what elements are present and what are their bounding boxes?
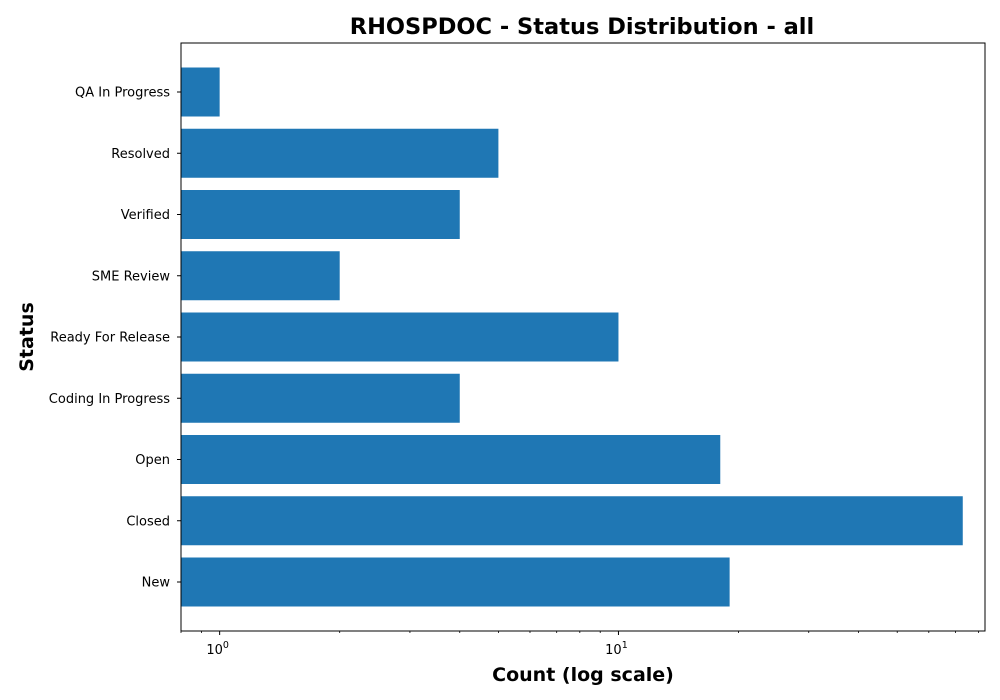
bar-sme-review (181, 251, 340, 301)
x-axis-label: Count (log scale) (492, 664, 674, 686)
y-tick-label: Ready For Release (50, 331, 170, 346)
y-tick-label: SME Review (92, 269, 171, 284)
bar-coding-in-progress (181, 373, 460, 423)
bar-ready-for-release (181, 312, 619, 362)
chart-title: RHOSPDOC - Status Distribution - all (350, 14, 814, 40)
bar-new (181, 557, 730, 607)
plot-area-frame (180, 42, 986, 632)
bar-verified (181, 190, 460, 239)
y-axis-label: Status (16, 302, 38, 372)
y-axis-ticks: New Closed Open Coding In Progress Ready For… (49, 86, 181, 591)
y-tick-label: Coding In Progress (49, 392, 170, 407)
y-tick-label: Closed (126, 514, 170, 529)
bar-open (181, 435, 721, 484)
x-tick-label: 100 (206, 640, 229, 658)
y-tick-label: Resolved (111, 147, 170, 162)
x-axis-ticks: 100 101 (180, 631, 980, 658)
y-tick-label: Open (135, 453, 170, 468)
y-tick-label: New (142, 576, 171, 591)
y-tick-label: Verified (121, 208, 170, 223)
bar-resolved (181, 128, 499, 178)
y-tick-label: QA In Progress (75, 86, 170, 101)
bar-closed (181, 496, 963, 546)
bar-qa-in-progress (181, 67, 220, 117)
x-tick-label: 101 (605, 640, 628, 658)
bars-group (181, 67, 963, 607)
